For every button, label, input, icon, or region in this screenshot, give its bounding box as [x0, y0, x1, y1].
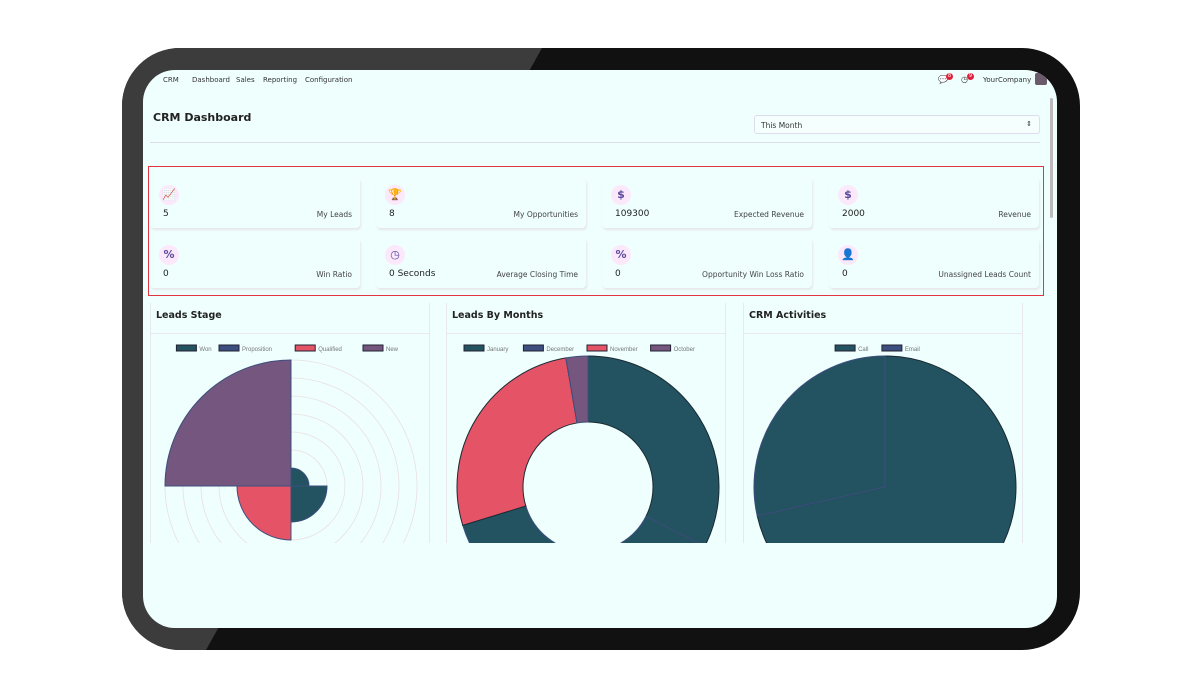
slice-october: [565, 355, 589, 424]
legend-label: Proposition: [242, 347, 272, 353]
kpi-highlight-box: [148, 166, 1044, 296]
leads-stage-chart: Won Proposition Qualified New: [164, 344, 418, 543]
panel-title: Leads Stage: [156, 310, 222, 321]
user-avatar[interactable]: [1035, 73, 1047, 85]
nav-app-crm[interactable]: CRM: [163, 76, 179, 84]
legend-swatch: [522, 344, 544, 352]
nav-configuration[interactable]: Configuration: [305, 76, 353, 84]
slice-december: [462, 505, 701, 543]
slice-call: [756, 355, 1017, 543]
kpi-card[interactable]: 👤 0 Unassigned Leads Count: [829, 238, 1039, 288]
kpi-card[interactable]: $109300 Expected Revenue: [602, 178, 812, 228]
kpi-value: 0: [615, 269, 621, 279]
kpi-label: Opportunity Win Loss Ratio: [702, 270, 804, 279]
slice-january: [587, 355, 720, 543]
divider: [744, 333, 1022, 334]
dollar-icon: $: [838, 185, 858, 205]
period-select-value: This Month: [761, 121, 803, 130]
kpi-label: Expected Revenue: [733, 210, 804, 219]
nav-reporting[interactable]: Reporting: [263, 76, 298, 84]
kpi-value: 2000: [842, 209, 865, 219]
kpi-value: 0: [163, 269, 169, 279]
kpi-value: 109300: [615, 209, 650, 219]
percent-icon: %: [611, 245, 631, 265]
panel-title: CRM Activities: [749, 310, 827, 321]
legend-label: Won: [199, 347, 211, 353]
leads-by-months-chart: January December November October: [456, 344, 720, 543]
chart-line-icon: 📈: [159, 185, 179, 205]
kpi-label: Win Ratio: [316, 270, 352, 279]
crm-activities-chart: Call Email: [753, 344, 1017, 543]
scrollbar-thumb[interactable]: [1050, 98, 1053, 218]
page-title: CRM Dashboard: [153, 111, 252, 124]
trophy-icon: 🏆: [385, 185, 405, 205]
legend-swatch: [218, 344, 240, 352]
activity-clock-icon[interactable]: ◷: [961, 75, 968, 84]
legend-label: New: [386, 347, 399, 353]
select-arrows-icon: ⇕: [1026, 120, 1032, 128]
kpi-card[interactable]: % 0 Win Ratio: [150, 238, 360, 288]
legend-label: Qualified: [318, 347, 342, 353]
kpi-label: Average Closing Time: [496, 270, 578, 279]
legend-swatch: [362, 344, 384, 352]
polar-slice-won: [290, 467, 310, 487]
panel-leads-stage: Leads Stage Won Proposition Qualified New: [150, 303, 430, 543]
legend-label: December: [546, 347, 574, 353]
chat-badge: 8: [946, 73, 953, 80]
polar-slice-new: [164, 359, 292, 487]
panel-crm-activities: CRM Activities Call Email: [743, 303, 1023, 543]
kpi-card[interactable]: $2000 Revenue: [829, 178, 1039, 228]
kpi-value: 0 Seconds: [389, 269, 436, 279]
legend-swatch: [881, 344, 903, 352]
period-select[interactable]: This Month ⇕: [754, 115, 1040, 134]
legend-swatch: [294, 344, 316, 352]
kpi-label: My Leads: [316, 210, 352, 219]
slice-email: [753, 355, 886, 517]
legend-label: Email: [905, 347, 920, 353]
divider: [151, 333, 429, 334]
legend-label: Call: [858, 347, 868, 353]
divider: [150, 142, 1040, 143]
user-x-icon: 👤: [838, 245, 858, 265]
kpi-label: Unassigned Leads Count: [938, 270, 1031, 279]
panel-leads-by-months: Leads By Months January December November O…: [446, 303, 726, 543]
top-navbar: CRM Dashboard Sales Reporting Configurat…: [143, 70, 1057, 90]
kpi-label: Revenue: [998, 210, 1031, 219]
dollar-icon: $: [611, 185, 631, 205]
legend-swatch: [175, 344, 197, 352]
nav-dashboard[interactable]: Dashboard: [192, 76, 230, 84]
legend-label: November: [610, 347, 638, 353]
kpi-card[interactable]: ◷ 0 Seconds Average Closing Time: [376, 238, 586, 288]
legend-swatch: [463, 344, 485, 352]
panel-title: Leads By Months: [452, 310, 544, 321]
legend-label: October: [674, 347, 695, 353]
kpi-card[interactable]: 📈 5 My Leads: [150, 178, 360, 228]
legend-label: January: [487, 347, 508, 353]
polar-slice-qualified: [236, 485, 292, 541]
kpi-value: 5: [163, 209, 169, 219]
kpi-card[interactable]: % 0 Opportunity Win Loss Ratio: [602, 238, 812, 288]
screen: CRM Dashboard Sales Reporting Configurat…: [143, 70, 1057, 628]
company-switcher[interactable]: YourCompany: [983, 76, 1032, 84]
kpi-value: 0: [842, 269, 848, 279]
nav-sales[interactable]: Sales: [236, 76, 255, 84]
slice-november: [456, 357, 578, 526]
kpi-label: My Opportunities: [513, 210, 578, 219]
polar-slice-proposition: [290, 485, 328, 523]
clock-icon: ◷: [385, 245, 405, 265]
legend-swatch: [586, 344, 608, 352]
kpi-card[interactable]: 🏆 8 My Opportunities: [376, 178, 586, 228]
legend-swatch: [650, 344, 672, 352]
percent-icon: %: [159, 245, 179, 265]
divider: [447, 333, 725, 334]
activity-badge: 9: [967, 73, 974, 80]
legend-swatch: [834, 344, 856, 352]
scrollbar[interactable]: [1049, 94, 1054, 544]
chat-icon[interactable]: 💬: [938, 75, 948, 84]
kpi-value: 8: [389, 209, 395, 219]
